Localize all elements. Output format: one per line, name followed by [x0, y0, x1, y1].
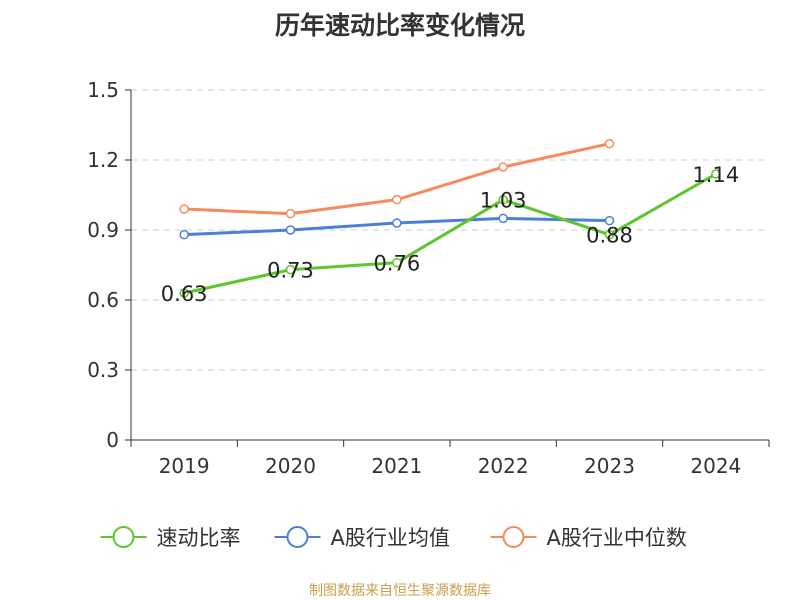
y-tick-label: 1.5	[87, 78, 119, 102]
x-tick-label: 2020	[265, 454, 316, 478]
series-line	[183, 172, 717, 295]
legend-marker	[286, 526, 309, 548]
data-point	[604, 215, 615, 226]
data-point	[498, 213, 508, 224]
legend-marker	[112, 526, 135, 548]
y-tick-label: 0.3	[87, 358, 119, 382]
data-labels: 0.63 0.73 0.76 1.03 0.88 1.14	[161, 163, 739, 306]
legend-label: 速动比率	[157, 526, 241, 550]
data-point	[392, 257, 402, 268]
y-tick-label: 0.6	[87, 288, 119, 312]
data-point	[711, 169, 721, 179]
legend-label: A股行业中位数	[547, 526, 687, 550]
y-tick-label: 1.2	[87, 148, 119, 172]
data-point	[285, 208, 296, 219]
data-label: 0.63	[161, 282, 208, 306]
data-point	[604, 229, 615, 240]
legend-label: A股行业均值	[331, 526, 450, 550]
y-tick-label: 0.9	[87, 218, 119, 242]
y-tick-label: 0	[106, 428, 119, 452]
legend-item: 速动比率	[100, 526, 241, 550]
data-point	[392, 194, 402, 205]
legend-item: A股行业均值	[274, 526, 450, 550]
x-tick-label: 2019	[159, 454, 210, 478]
data-point	[498, 162, 508, 172]
data-label: 0.88	[586, 224, 633, 248]
x-tick-label: 2021	[371, 454, 422, 478]
legend-item: A股行业中位数	[490, 526, 687, 550]
data-label: 0.76	[373, 252, 420, 276]
data-point	[604, 138, 615, 149]
data-point	[285, 225, 296, 235]
data-point	[285, 264, 296, 275]
axes: 0 0.3 0.6 0.9 1.2 1.5 2019 2020 2021 2022 2023 2024	[87, 78, 770, 478]
data-point	[498, 194, 508, 205]
data-label: 1.03	[480, 189, 527, 213]
x-tick-label: 2022	[478, 454, 529, 478]
source-note: 制图数据来自恒生聚源数据库	[309, 583, 491, 599]
chart-title: 历年速动比率变化情况	[274, 11, 525, 40]
data-point	[179, 288, 189, 298]
x-tick-label: 2023	[584, 454, 635, 478]
series	[179, 138, 721, 298]
data-point	[179, 229, 189, 240]
data-label: 1.14	[692, 163, 739, 187]
data-label: 0.73	[267, 259, 314, 283]
data-point	[179, 204, 189, 214]
x-tick-label: 2024	[690, 454, 741, 478]
data-point	[392, 218, 402, 228]
legend-marker	[502, 526, 525, 548]
legend: 速动比率 A股行业均值 A股行业中位数	[100, 526, 687, 550]
